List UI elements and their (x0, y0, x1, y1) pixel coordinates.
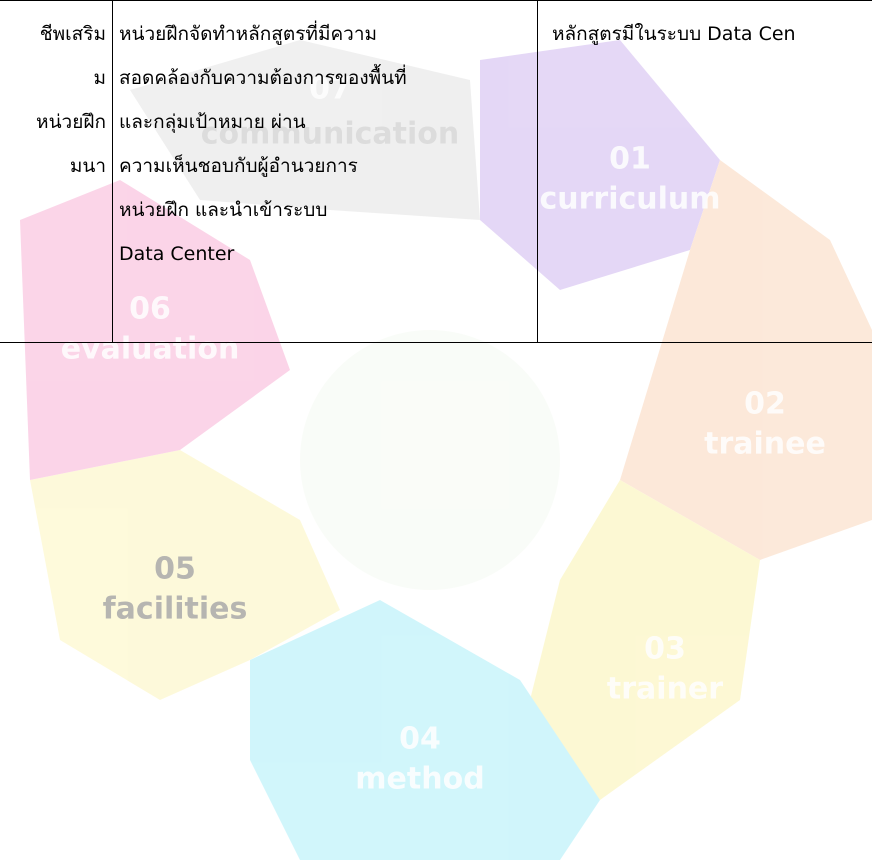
table-border (0, 0, 872, 1)
table: ชีพเสริม ม หน่วยฝึก มนา หน่วยฝึกจัดทำหลั… (0, 0, 872, 343)
segment-label: method (355, 762, 484, 797)
cell-line: หน่วยฝึกจัดทำหลักสูตรที่มีความ (119, 23, 378, 45)
segment-number: 06 (129, 292, 171, 327)
cell-line: และกลุ่มเป้าหมาย ผ่าน (119, 111, 306, 133)
table-border (537, 0, 538, 343)
table-cell: หน่วยฝึกจัดทำหลักสูตรที่มีความ สอดคล้องก… (119, 14, 534, 278)
cell-line: ความเห็นชอบกับผู้อำนวยการ (119, 155, 358, 177)
segment-facilities (30, 450, 340, 700)
segment-label: trainee (704, 427, 826, 462)
segment-method (250, 600, 600, 860)
cell-line: หลักสูตรมีในระบบ Data Cen (552, 23, 796, 45)
segment-label: facilities (103, 592, 248, 627)
table-cell: ชีพเสริม ม หน่วยฝึก มนา (0, 14, 106, 190)
segment-communication (130, 40, 480, 220)
cell-line: สอดคล้องกับความต้องการของพื้นที่ (119, 67, 407, 89)
cell-line: Data Center (119, 243, 235, 265)
segment-label: curriculum (539, 182, 720, 217)
segment-label: trainer (607, 672, 723, 707)
table-border (112, 0, 113, 343)
cell-line: มนา (69, 155, 106, 177)
segment-number: 07 (309, 72, 351, 107)
watermark-graphic (20, 40, 872, 860)
cell-line: ม (93, 67, 106, 89)
segment-trainee (620, 160, 872, 560)
segment-label: communication (201, 117, 460, 152)
center-circle (300, 330, 560, 590)
cell-line: หน่วยฝึก (36, 111, 106, 133)
table-cell: หลักสูตรมีในระบบ Data Cen (552, 14, 872, 58)
cell-line: หน่วยฝึก และนำเข้าระบบ (119, 199, 328, 221)
cell-line: ชีพเสริม (39, 23, 106, 45)
segment-trainer (520, 480, 760, 800)
segment-number: 04 (399, 722, 441, 757)
segment-label: evaluation (61, 332, 240, 367)
segment-number: 01 (609, 142, 651, 177)
segment-evaluation (20, 180, 290, 480)
segment-curriculum (480, 40, 720, 290)
segment-number: 05 (154, 552, 196, 587)
table-border (0, 342, 872, 343)
segment-number: 02 (744, 387, 786, 422)
segment-number: 03 (644, 632, 686, 667)
